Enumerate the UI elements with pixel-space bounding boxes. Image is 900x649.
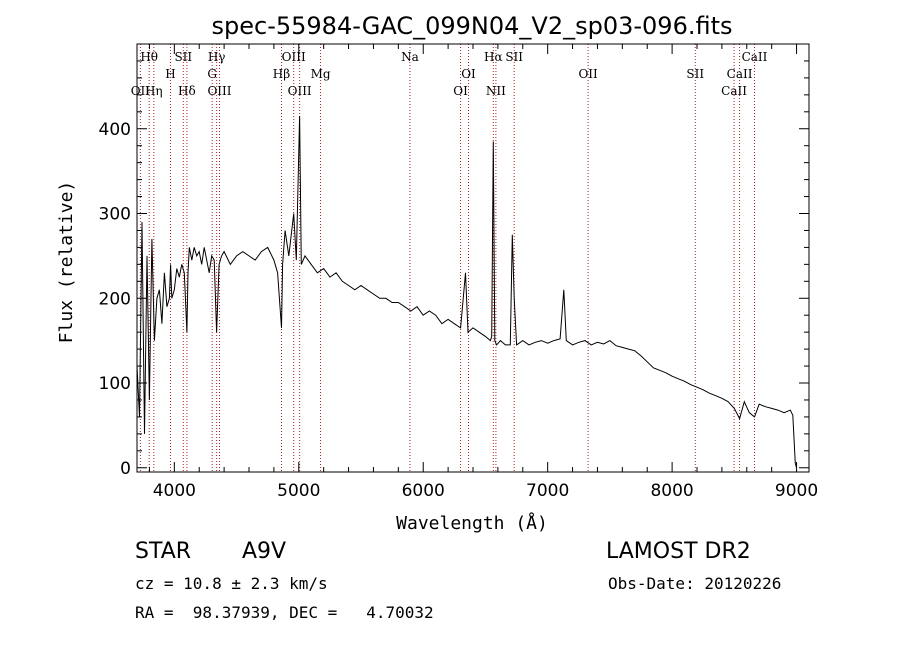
spectral-line-label: H: [165, 67, 175, 81]
x-tick-label: 6000: [402, 481, 445, 501]
x-tick-label: 8000: [650, 481, 693, 501]
x-tick-label: 7000: [526, 481, 569, 501]
spectral-line-label: Hβ: [273, 67, 290, 81]
spectral-line-label: CaII: [742, 50, 768, 64]
y-tick-label: 400: [99, 120, 131, 140]
x-tick-label: 5000: [277, 481, 320, 501]
spectral-line-label: Hα: [484, 50, 503, 64]
object-subclass: A9V: [242, 539, 287, 564]
spectral-line-label: OI: [453, 84, 468, 98]
spectral-line-label: CaII: [721, 84, 747, 98]
spectral-line-label: OIII: [207, 84, 231, 98]
spectral-line-label: Mg: [311, 67, 331, 81]
spectral-line-label: SII: [686, 67, 704, 81]
spectral-line-label: Hγ: [208, 50, 226, 64]
spectral-line-label: OII: [131, 84, 151, 98]
spectral-line-label: CaII: [727, 67, 753, 81]
spectral-line-label: OIII: [282, 50, 306, 64]
x-tick-label: 4000: [153, 481, 196, 501]
spectral-line-label: G: [207, 67, 217, 81]
spectral-line-label: NII: [486, 84, 506, 98]
spectral-line-label: OI: [461, 67, 476, 81]
spectral-line-label: SII: [505, 50, 523, 64]
y-tick-label: 200: [99, 289, 131, 309]
ra-dec-coordinates: RA = 98.37939, DEC = 4.70032: [135, 603, 434, 622]
spectral-lines: [139, 44, 755, 472]
x-axis-label: Wavelength (Å): [396, 512, 548, 534]
survey-name: LAMOST DR2: [606, 539, 751, 564]
observation-date: Obs-Date: 20120226: [608, 574, 782, 593]
spectral-line-label: OII: [578, 67, 598, 81]
spectral-line-label: OIII: [288, 84, 312, 98]
spectral-line-label: Na: [401, 50, 419, 64]
object-class: STAR: [135, 539, 192, 564]
y-axis-label: Flux (relative): [56, 181, 77, 344]
axis-ticks: 4000 5000 6000 7000 8000 9000 0 100 200 300 400: [99, 44, 818, 501]
y-tick-label: 0: [120, 459, 131, 479]
spectrum-line: [136, 115, 798, 468]
chart-title: spec-55984-GAC_099N04_V2_sp03-096.fits: [212, 12, 733, 40]
y-tick-label: 100: [99, 374, 131, 394]
plot-frame: [136, 43, 810, 473]
spectral-line-label: SII: [174, 50, 192, 64]
spectral-line-labels: OII Hθ HηH SII Hδ Hγ G OIII Hβ OIII OIII Mg Na OI OI Hα…: [131, 50, 768, 98]
spectral-line-label: Hθ: [140, 50, 158, 64]
spectral-line-label: Hδ: [178, 84, 196, 98]
x-tick-label: 9000: [775, 481, 818, 501]
spectral-line-label: Hη: [145, 84, 163, 98]
y-tick-label: 300: [99, 205, 131, 225]
redshift-velocity: cz = 10.8 ± 2.3 km/s: [135, 574, 328, 593]
